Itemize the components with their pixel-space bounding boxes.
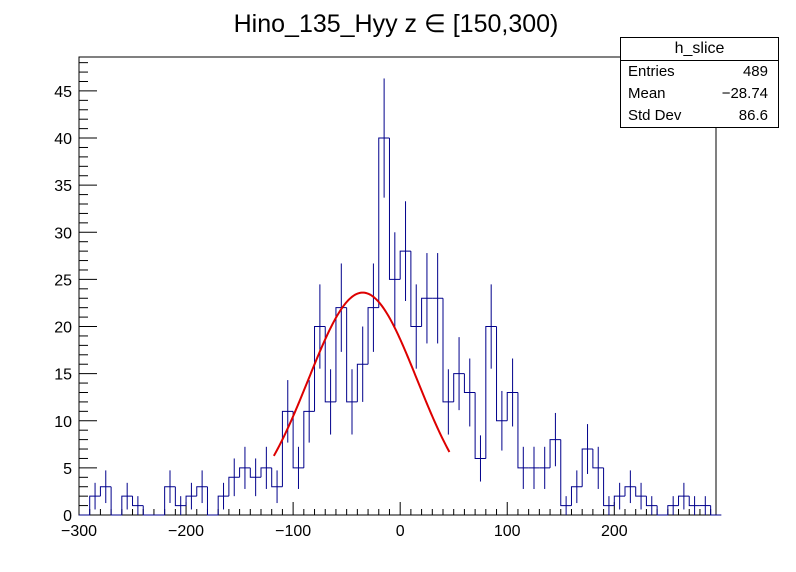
histogram-bin xyxy=(281,410,294,487)
histogram-bin xyxy=(667,505,679,515)
histogram-bin xyxy=(463,373,476,393)
histogram-bins xyxy=(79,137,722,516)
x-tick-label: 100 xyxy=(494,523,521,540)
x-tick-label: −200 xyxy=(168,523,204,540)
histogram-bin xyxy=(485,326,497,459)
histogram-bin xyxy=(271,467,283,488)
histogram-bin xyxy=(217,495,229,515)
x-tick-label: 200 xyxy=(601,523,628,540)
histogram-bin xyxy=(421,297,433,327)
histogram-bin xyxy=(399,250,411,280)
histogram-bin xyxy=(196,486,208,497)
histogram-bin xyxy=(378,137,390,308)
stats-entries-label: Entries xyxy=(628,63,675,80)
histogram-bin xyxy=(174,486,187,507)
histogram-bin xyxy=(292,411,304,469)
histogram-bin xyxy=(603,467,615,507)
histogram-bin xyxy=(410,251,422,328)
gaussian-fit xyxy=(272,291,451,457)
histogram-bin xyxy=(613,495,625,506)
histogram-bin xyxy=(110,486,122,516)
y-tick-label: 35 xyxy=(54,178,72,195)
x-tick-label: 0 xyxy=(396,523,405,540)
histogram-bin xyxy=(249,467,261,478)
stats-box-name: h_slice xyxy=(621,38,778,61)
histogram-bin xyxy=(303,410,315,468)
y-tick-label: 15 xyxy=(54,367,72,384)
histogram-bin xyxy=(388,138,401,280)
stats-mean-value: −28.74 xyxy=(721,85,768,102)
histogram-bin xyxy=(688,496,700,507)
histogram-bin xyxy=(185,495,197,506)
histogram-bin xyxy=(206,486,219,516)
chart-title: Hino_135_Hyy z ∈ [150,300) xyxy=(234,10,559,38)
histogram-bin xyxy=(710,505,722,516)
error-bars xyxy=(94,78,706,515)
y-tick-label: 5 xyxy=(63,461,72,478)
stats-entries-value: 489 xyxy=(742,63,768,80)
histogram-bin xyxy=(89,495,101,515)
x-axis: −300 −200 −100 0 100 200 xyxy=(61,502,712,540)
plot-area-border xyxy=(78,56,717,516)
y-tick-label: 0 xyxy=(63,508,72,525)
y-tick-label: 10 xyxy=(54,414,72,431)
histogram-bin xyxy=(367,307,379,365)
stats-mean-label: Mean xyxy=(628,85,666,102)
fit-curve xyxy=(272,291,451,457)
histogram-bin xyxy=(506,391,518,421)
y-axis: 0 5 10 15 20 25 30 35 40 45 xyxy=(54,62,97,525)
stats-entries-row: Entries 489 xyxy=(621,61,778,83)
histogram-bin xyxy=(678,495,690,506)
stats-stddev-row: Std Dev 86.6 xyxy=(621,105,778,127)
histogram-bin xyxy=(121,495,133,515)
y-tick-label: 40 xyxy=(54,131,72,148)
histogram-bin xyxy=(581,448,593,487)
histogram-bin xyxy=(346,307,358,403)
histogram-bin xyxy=(314,326,326,412)
histogram-bin xyxy=(496,326,508,422)
plot-frame xyxy=(78,56,717,516)
histogram-bin xyxy=(517,392,529,469)
histogram-bin xyxy=(356,363,369,402)
histogram-bin xyxy=(592,449,604,469)
histogram-bin xyxy=(132,496,144,507)
histogram-bin xyxy=(624,486,636,497)
histogram-bin xyxy=(239,467,251,478)
histogram-bin xyxy=(324,326,336,403)
x-tick-label: −100 xyxy=(275,523,311,540)
x-tick-label: −300 xyxy=(61,523,97,540)
stats-box: h_slice Entries 489 Mean −28.74 Std Dev … xyxy=(620,37,779,128)
stats-stddev-value: 86.6 xyxy=(738,107,768,124)
histogram-bin xyxy=(560,439,572,507)
histogram-bin xyxy=(570,486,583,506)
y-tick-label: 30 xyxy=(54,225,72,242)
histogram-bin xyxy=(260,467,272,478)
histogram-bin xyxy=(142,505,154,516)
histogram-bin xyxy=(645,496,658,507)
histogram-bin xyxy=(99,486,112,497)
y-tick-label: 25 xyxy=(54,272,72,289)
stats-stddev-label: Std Dev xyxy=(628,107,682,124)
y-tick-label: 20 xyxy=(54,320,72,337)
histogram-bin xyxy=(474,392,486,459)
y-tick-label: 45 xyxy=(54,84,72,101)
stats-mean-row: Mean −28.74 xyxy=(621,83,778,105)
histogram-bin xyxy=(453,373,465,402)
histogram-bin xyxy=(164,486,176,515)
histogram-bin xyxy=(549,439,561,468)
histogram-bin xyxy=(228,476,240,497)
histogram-bin xyxy=(656,505,668,516)
histogram-bin xyxy=(442,298,454,403)
histogram-bin xyxy=(635,486,647,497)
